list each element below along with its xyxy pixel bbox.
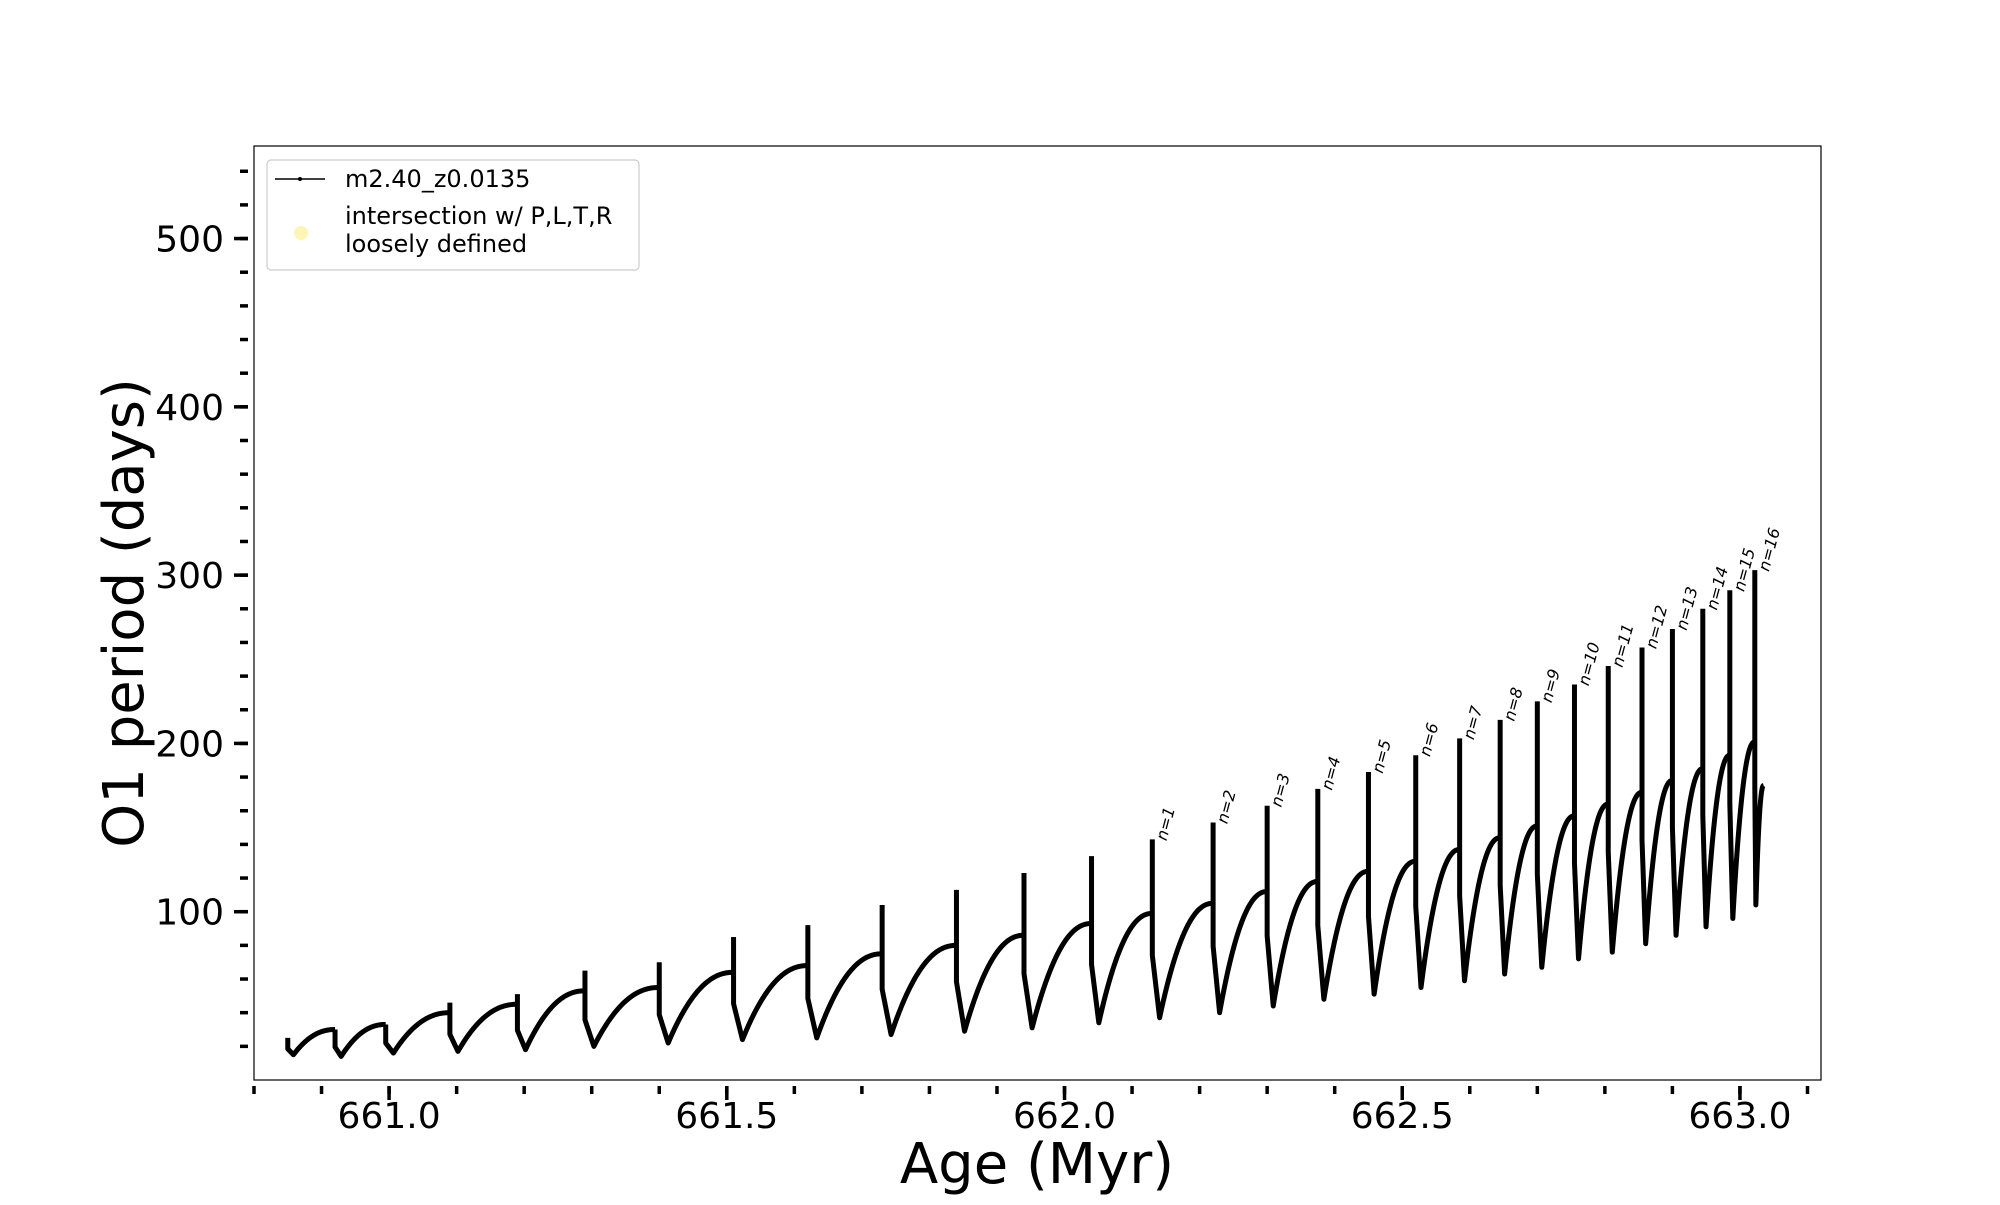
x-tick-label: 661.0 [338, 1096, 441, 1137]
x-tick-label: 663.0 [1688, 1096, 1791, 1137]
legend-entry-0-label: m2.40_z0.0135 [345, 165, 530, 193]
series-pulse-5 [514, 988, 586, 1053]
legend: m2.40_z0.0135 intersection w/ P,L,T,R lo… [266, 159, 640, 271]
series-pulse-25 [1639, 647, 1675, 947]
series-pulse-20 [1457, 738, 1502, 984]
series-pulse-23 [1571, 684, 1610, 962]
legend-dot-marker [298, 177, 302, 181]
series-layer [285, 570, 1766, 1059]
legend-box [266, 159, 640, 271]
series-pulse-2 [332, 1021, 387, 1059]
x-tick-label: 662.5 [1351, 1096, 1454, 1137]
plot-frame [253, 145, 1822, 1081]
series-pulse-10 [879, 904, 957, 1038]
series-pulse-22 [1534, 701, 1576, 970]
legend-entry-1-label-line-2: loosely defined [345, 230, 527, 258]
series-pulse-26 [1669, 628, 1705, 938]
series-pulse-28 [1727, 590, 1757, 921]
series-pulse-15 [1210, 822, 1269, 1016]
series-pulse-16 [1264, 805, 1319, 1009]
series-pulse-11 [953, 889, 1025, 1034]
series-pulse-9 [805, 925, 883, 1041]
x-tick-label: 661.5 [675, 1096, 778, 1137]
series-pulse-1 [285, 1027, 337, 1058]
y-axis-label: O1 period (days) [92, 378, 157, 848]
series-pulse-19 [1413, 755, 1461, 990]
legend-circle-marker [294, 226, 308, 240]
series-pulse-18 [1365, 772, 1417, 997]
x-tick-label: 662.0 [1013, 1096, 1116, 1137]
series-pulse-27 [1700, 608, 1732, 930]
y-tick-label: 400 [155, 388, 224, 429]
series-pulse-3 [383, 1010, 451, 1056]
series-pulse-7 [656, 962, 734, 1046]
series-pulse-8 [731, 936, 809, 1043]
series-pulse-29 [1752, 570, 1766, 908]
series-pulse-13 [1089, 856, 1154, 1026]
y-tick-label: 300 [155, 556, 224, 597]
legend-entry-1-label-line-1: intersection w/ P,L,T,R [345, 202, 612, 230]
series-pulse-4 [447, 1001, 518, 1054]
y-tick-label: 200 [155, 724, 224, 765]
series-pulse-24 [1605, 666, 1644, 955]
series-pulse-21 [1497, 719, 1539, 977]
series-pulse-14 [1149, 839, 1214, 1021]
y-axis-ticks: 100 200 300 400 500 [155, 169, 248, 1049]
x-axis-ticks: 661.0 661.5 662.0 662.5 663.0 [252, 1086, 1810, 1137]
x-axis-label: Age (Myr) [900, 1132, 1174, 1197]
series-pulse-6 [582, 970, 660, 1049]
series-pulse-17 [1315, 788, 1370, 1002]
y-tick-label: 500 [155, 220, 224, 261]
y-tick-label: 100 [155, 893, 224, 934]
series-pulse-12 [1021, 873, 1093, 1031]
